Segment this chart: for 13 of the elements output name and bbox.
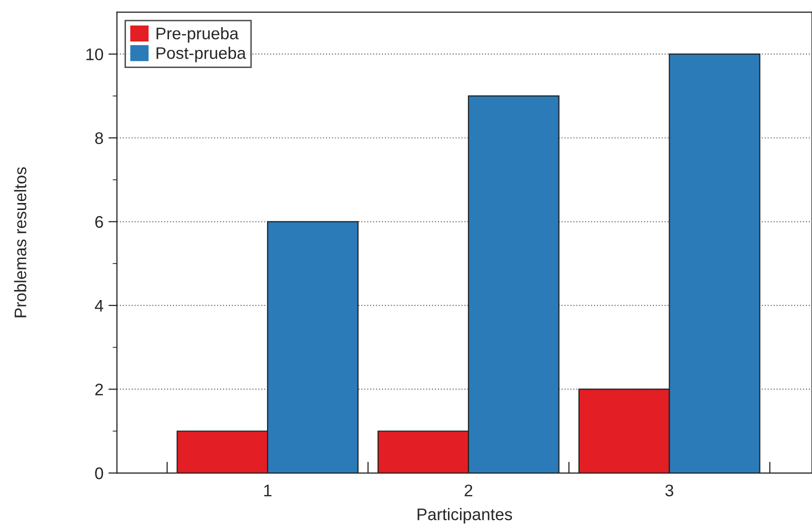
y-tick-label: 0 bbox=[95, 467, 104, 480]
y-tick-label: 10 bbox=[86, 48, 104, 60]
x-tick-label: 2 bbox=[464, 484, 472, 496]
y-tick-label: 2 bbox=[95, 384, 103, 396]
y-tick-label: 6 bbox=[95, 216, 103, 228]
legend-label: Post-prueba bbox=[156, 46, 246, 62]
x-axis-title: Participantes bbox=[418, 508, 512, 524]
y-axis-title: Problemas resueltos bbox=[14, 167, 26, 318]
x-tick-label: 3 bbox=[665, 484, 674, 496]
x-tick-label: 1 bbox=[264, 484, 272, 496]
legend-label: Pre-prueba bbox=[156, 27, 239, 43]
y-tick-label: 4 bbox=[94, 300, 104, 312]
y-tick-label: 8 bbox=[95, 132, 104, 144]
